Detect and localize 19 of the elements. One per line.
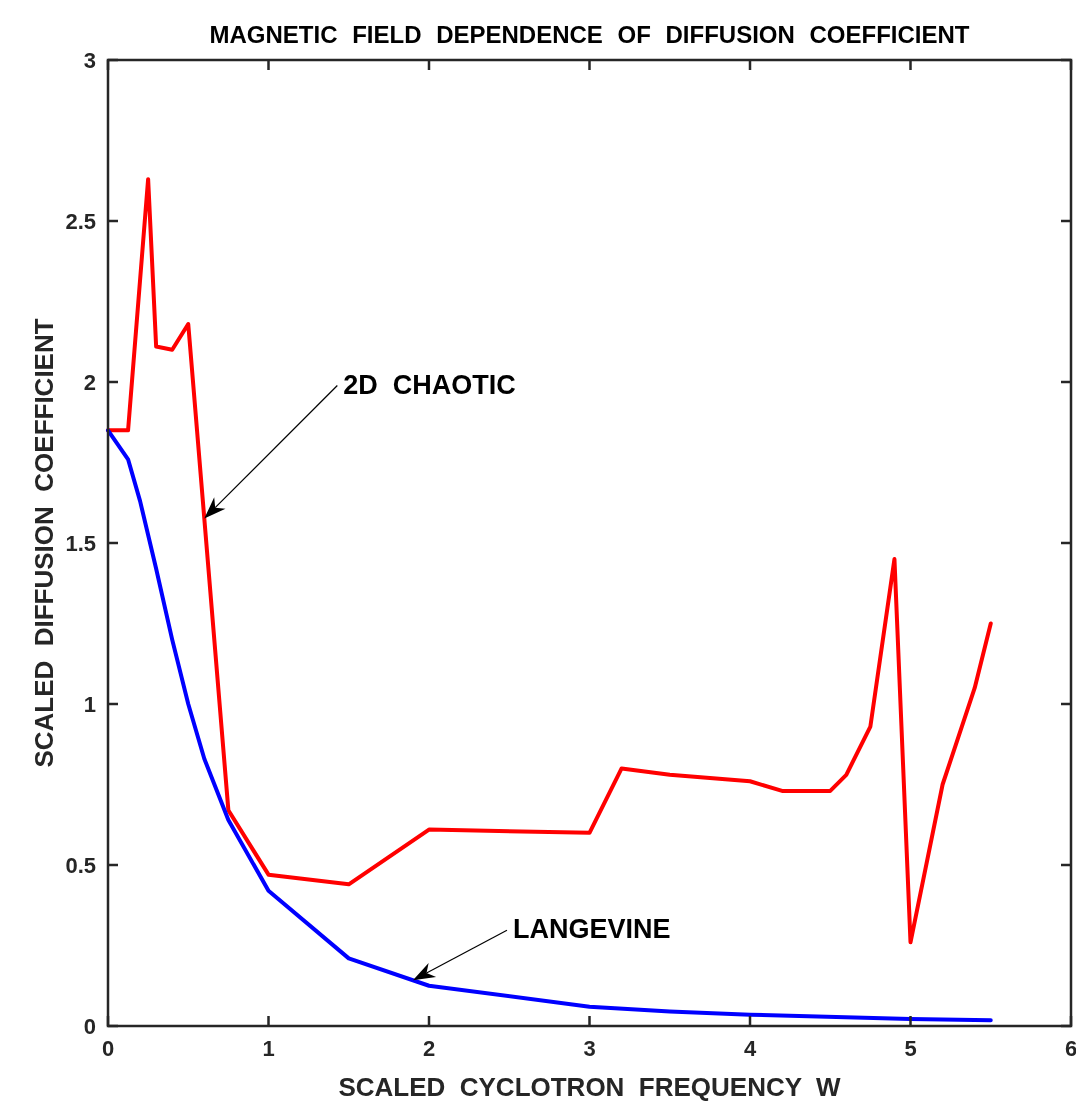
y-tick-label: 3 xyxy=(83,48,96,73)
x-tick-label: 2 xyxy=(422,1036,436,1061)
y-tick-label: 0.5 xyxy=(65,853,96,878)
x-tick-label: 6 xyxy=(1064,1036,1076,1061)
y-tick-label: 0 xyxy=(83,1014,96,1039)
y-tick-label: 1.5 xyxy=(65,531,96,556)
annotation: LANGEVINE xyxy=(512,914,671,945)
x-tick-label: 3 xyxy=(583,1036,596,1061)
annotation: 2D CHAOTIC xyxy=(343,369,516,400)
x-tick-label: 5 xyxy=(904,1036,917,1061)
x-axis-title: SCALED CYCLOTRON FREQUENCY W xyxy=(338,1072,842,1101)
x-tick-label: 0 xyxy=(101,1036,115,1061)
x-tick-label: 1 xyxy=(262,1036,275,1061)
y-tick-label: 2 xyxy=(83,370,96,395)
y-tick-label: 1 xyxy=(83,692,96,717)
x-tick-label: 4 xyxy=(743,1036,757,1061)
y-axis-title: SCALED DIFFUSION COEFFICIENT xyxy=(29,318,59,768)
chart-title: MAGNETIC FIELD DEPENDENCE OF DIFFUSION COEFFICIENT xyxy=(209,21,970,48)
y-tick-label: 2.5 xyxy=(65,209,96,234)
